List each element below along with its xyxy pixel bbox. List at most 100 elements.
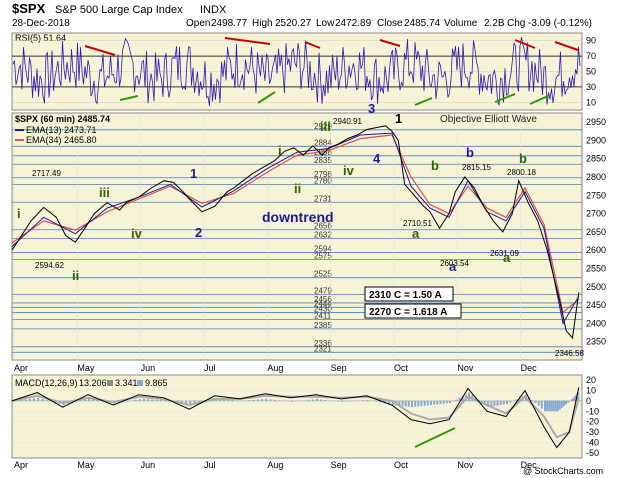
rsi-legend: RSI(5) 51.64: [15, 33, 66, 43]
macd-histogram-bar: [455, 399, 458, 401]
macd-histogram-bar: [398, 400, 401, 406]
price-tick-label: 2550: [586, 264, 606, 274]
x-axis-month-label: Oct: [394, 460, 409, 470]
macd-histogram-bar: [483, 400, 486, 405]
price-tick-label: 2450: [586, 300, 606, 310]
fib-level-label: 2929: [314, 122, 332, 131]
rsi-bearish-divergence: [304, 41, 321, 49]
price-y-axis: 2950 2900 2850 2800 2750 2700 2650 2600 2550 2500…: [586, 117, 606, 347]
open-value: 2498.77: [211, 18, 248, 29]
wave-label: i: [17, 206, 21, 221]
x-axis-mid: Apr May Jun Jul Aug Sep Oct Nov Dec: [14, 363, 537, 373]
macd-histogram-bar: [231, 399, 234, 401]
high-label: High: [252, 18, 273, 29]
macd-histogram-bar: [337, 400, 340, 402]
macd-histogram-bar: [151, 399, 154, 401]
macd-histogram-bar: [126, 400, 128, 402]
symbol-name: S&P 500 Large Cap Index: [55, 4, 183, 16]
x-axis-month-label: Dec: [521, 460, 538, 470]
macd-histogram-bar: [185, 400, 188, 405]
macd-histogram-bar: [433, 400, 436, 405]
rsi-tick-label: 70: [586, 51, 596, 61]
price-tick-label: 2950: [586, 117, 606, 127]
macd-histogram-bar: [572, 397, 575, 401]
macd-histogram-bar: [490, 400, 493, 407]
macd-histogram-bar: [420, 400, 423, 407]
macd-histogram-bar: [558, 400, 561, 410]
macd-histogram-bar: [341, 400, 344, 402]
macd-histogram-bar: [387, 400, 390, 405]
macd-histogram-bar: [142, 399, 145, 401]
macd-tick-label: 0: [586, 396, 591, 406]
wave-label: 4: [373, 151, 381, 166]
macd-histogram-bar: [41, 399, 44, 401]
macd-histogram-bar: [375, 400, 378, 402]
fib-level-label: 2385: [314, 321, 332, 330]
wave-label: ii: [72, 268, 79, 283]
macd-histogram-bar: [307, 399, 310, 401]
macd-histogram-bar: [328, 400, 331, 401]
macd-histogram-bar: [445, 400, 448, 404]
x-axis-month-label: Sep: [331, 460, 347, 470]
x-axis-month-label: Nov: [457, 363, 474, 373]
fib-level-label: 2884: [314, 138, 332, 147]
chg-label: Chg: [507, 18, 525, 29]
macd-histogram-bar: [303, 400, 306, 401]
fib-level-label: 2336: [314, 339, 332, 348]
macd-histogram-bar: [560, 400, 563, 408]
price-panel: [11, 112, 583, 361]
macd-histogram-bar: [324, 399, 327, 401]
volume-label: Volume: [444, 18, 478, 29]
rsi-bullish-divergence: [414, 97, 433, 106]
macd-histogram-bar: [401, 400, 404, 407]
downtrend-label: downtrend: [262, 209, 334, 225]
macd-histogram-bar: [273, 399, 276, 401]
rsi-bullish-divergence: [494, 93, 516, 103]
chart-date: 28-Dec-2018: [12, 18, 70, 29]
macd-histogram-bar: [311, 399, 314, 401]
price-tick-label: 2500: [586, 282, 606, 292]
macd-tick-label: 10: [586, 386, 596, 396]
macd-histogram-bar: [509, 400, 512, 403]
macd-histogram-bar: [487, 400, 489, 408]
rsi-bearish-divergence: [84, 45, 116, 56]
macd-histogram-bar: [28, 398, 31, 401]
symbol-title: $SPX: [12, 1, 46, 16]
rsi-divergence-lines: [84, 37, 579, 106]
rsi-bullish-divergence: [257, 91, 276, 104]
fib-level-label: 2594: [314, 244, 332, 253]
macd-histogram-bar: [366, 399, 369, 401]
macd-tick-label: -20: [586, 417, 599, 427]
exchange-label: INDX: [200, 4, 227, 16]
x-axis-month-label: Dec: [521, 363, 538, 373]
wave-label: 2: [195, 225, 202, 240]
rsi-tick-label: 10: [586, 97, 596, 107]
price-label: 2717.49: [32, 169, 61, 178]
price-tick-label: 2350: [586, 337, 606, 347]
macd-histogram-bar: [499, 400, 502, 405]
macd-histogram-bar: [37, 397, 40, 401]
price-label: 2346.58: [555, 349, 584, 358]
x-axis-month-label: Nov: [457, 460, 474, 470]
macd-histogram-bar: [540, 400, 543, 409]
x-axis-month-label: May: [77, 460, 95, 470]
macd-histogram-bar: [430, 400, 432, 405]
macd-histogram-bar: [577, 392, 580, 401]
macd-histogram-bar: [33, 398, 36, 401]
fib-level-label: 2430: [314, 304, 332, 313]
macd-histogram-bar: [464, 394, 467, 401]
macd-histogram-bar: [252, 399, 255, 401]
macd-histogram-bar: [544, 400, 546, 412]
macd-histogram-bar: [79, 400, 82, 401]
macd-histogram-bar: [556, 400, 559, 412]
price-labels: 2717.49 2594.62 2940.91 2710.51 2603.54 2815.…: [32, 117, 584, 358]
ema34-legend: EMA(34) 2465.80: [26, 135, 97, 145]
wave-label: a: [503, 250, 511, 265]
macd-histogram-bar: [147, 399, 150, 401]
volume-value: 2.2B: [484, 18, 505, 29]
macd-histogram-bar: [493, 400, 496, 407]
macd-histogram-bar: [235, 400, 238, 401]
x-axis-month-label: Jun: [141, 363, 156, 373]
macd-histogram-bar: [261, 399, 264, 401]
